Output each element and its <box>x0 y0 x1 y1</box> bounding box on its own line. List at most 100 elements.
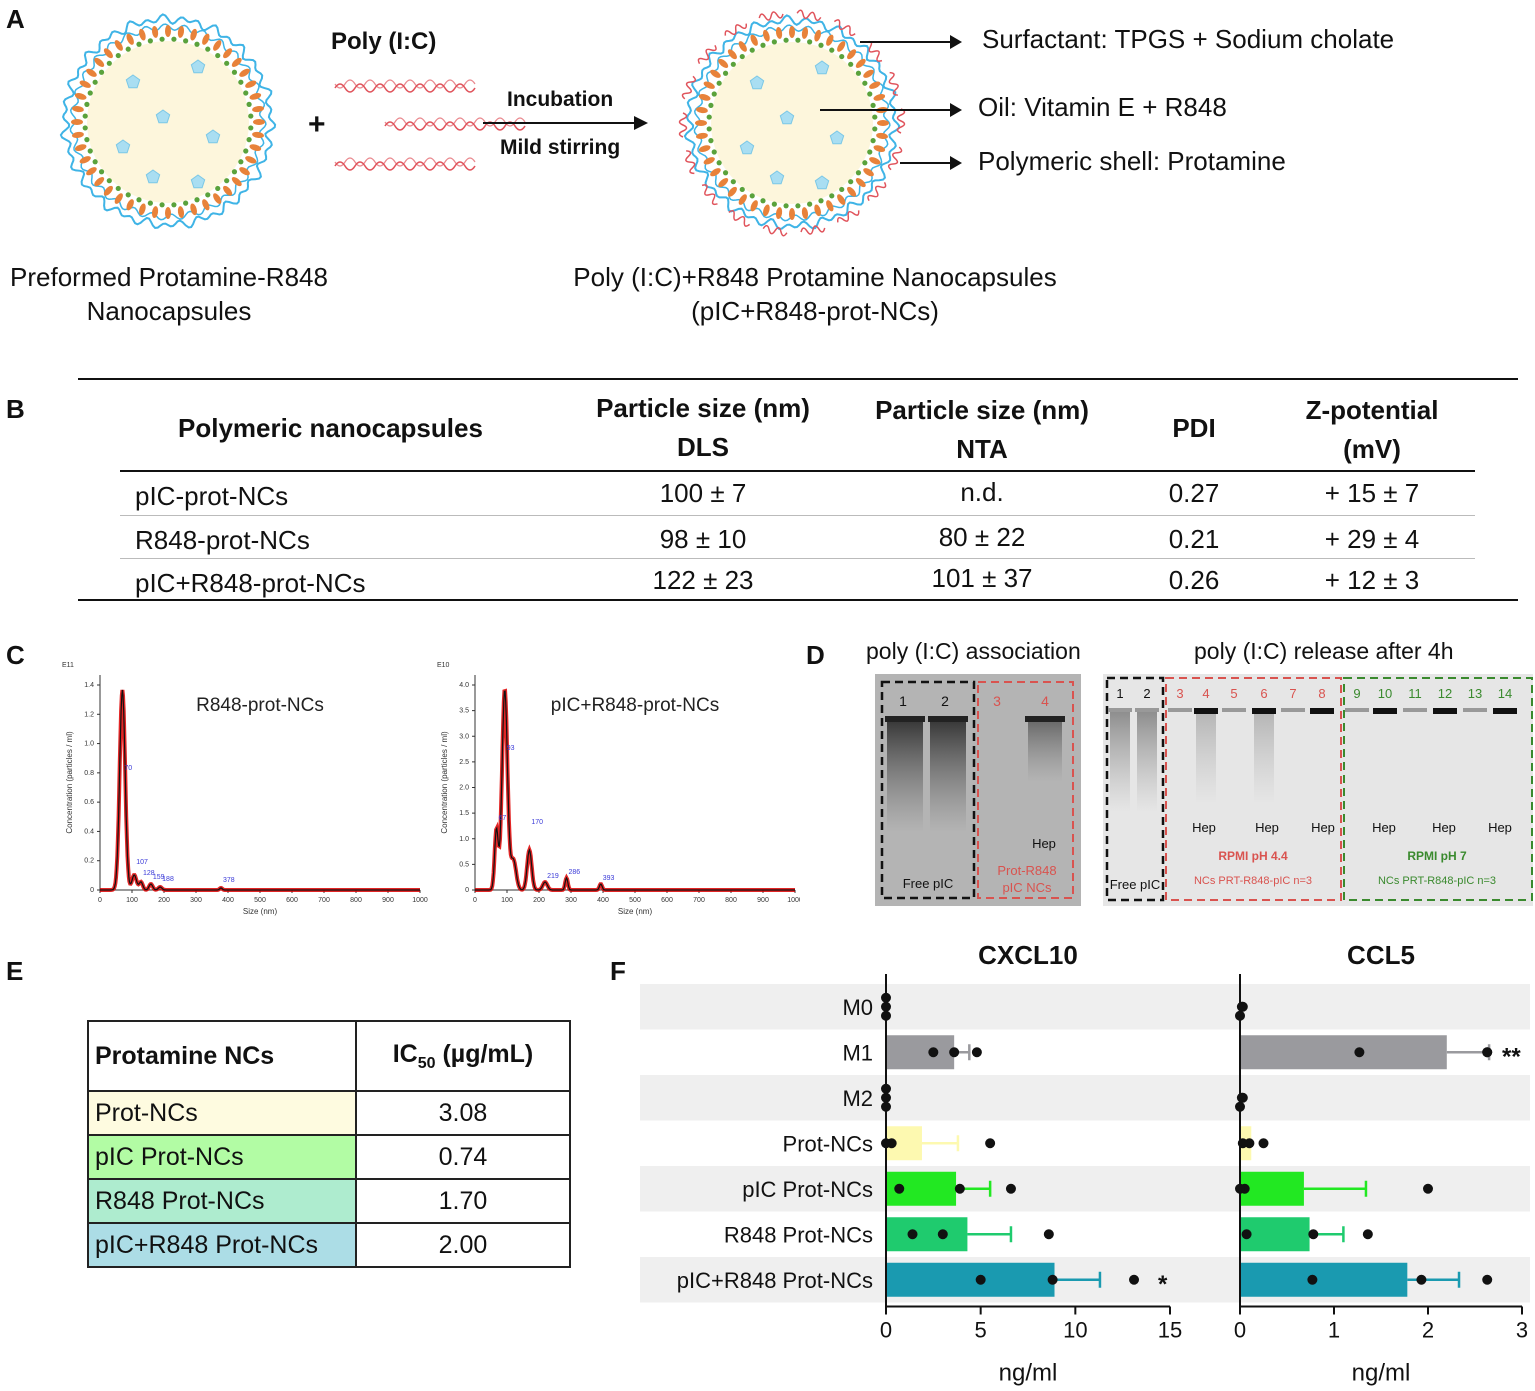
col-header-dls-1: Particle size (nm) <box>596 393 810 423</box>
surfactant-green <box>872 114 878 120</box>
y-tick-label: 1.4 <box>84 682 94 689</box>
surfactant-green <box>231 169 238 175</box>
x-tick-label: 300 <box>565 897 577 904</box>
row-dls: 122 ± 23 <box>652 565 754 595</box>
x-axis-label: ng/ml <box>1352 1360 1411 1387</box>
surfactant-orange <box>869 157 881 165</box>
reaction-arrow-head <box>634 116 648 130</box>
y-tick-label: 0 <box>465 887 469 894</box>
arrow-label-stirring: Mild stirring <box>500 136 621 159</box>
surfactant-orange <box>837 41 846 52</box>
data-point <box>1416 1274 1427 1285</box>
panel-c-nta-plots: E11 0 0.2 0.4 0.6 0.8 1.0 1.2 1.4 0 100 200 300 400 50… <box>62 662 800 916</box>
surfactant-green <box>818 198 824 204</box>
surfactant-orange <box>114 40 123 51</box>
row-pdi: 0.21 <box>1168 524 1220 554</box>
nta-curve <box>100 689 420 891</box>
surfactant-green <box>106 60 112 66</box>
gel-well-band <box>1403 708 1427 712</box>
leader-arrow-oil <box>950 103 962 117</box>
surfactant-green <box>98 69 105 75</box>
surfactant-green <box>171 202 177 208</box>
y-tick-label: 1.0 <box>459 836 469 843</box>
surfactant-green <box>159 202 165 208</box>
gel-label-free: Free pIC <box>1110 877 1161 892</box>
pic-strand <box>384 117 526 127</box>
exponent-label: E10 <box>437 662 450 669</box>
category-label: pIC+R848 Prot-NCs <box>677 1268 873 1293</box>
panel-f-cytokine-charts: M0 M1 M2 Prot-NCs pIC Prot-NCs R848 Prot-NCs p… <box>640 940 1530 1387</box>
plot-title: R848-prot-NCs <box>196 695 324 716</box>
surfactant-orange <box>710 168 721 177</box>
surfactant-green <box>711 149 717 155</box>
x-tick-label: 600 <box>286 897 298 904</box>
row-name: R848-prot-NCs <box>135 525 310 555</box>
x-tick-label: 700 <box>318 897 330 904</box>
x-tick-label: 700 <box>693 897 705 904</box>
gel-label-prot: Prot-R848 <box>997 863 1056 878</box>
x-tick-label: 800 <box>350 897 362 904</box>
surfactant-orange <box>74 93 87 100</box>
surfactant-green <box>224 60 230 66</box>
surfactant-green <box>106 178 112 184</box>
surfactant-orange <box>71 119 83 125</box>
surfactant-orange <box>695 132 708 140</box>
surfactant-green <box>84 101 90 107</box>
bar <box>1240 1171 1304 1206</box>
y-tick-label: 0.4 <box>84 828 94 835</box>
surfactant-orange <box>126 33 134 45</box>
gel-sublabel-acidic: NCs PRT-R848-pIC n=3 <box>1194 875 1312 887</box>
gel-lane-number: 13 <box>1468 686 1482 701</box>
gel-title-association: poly (I:C) association <box>866 638 1081 664</box>
col-header-dls-2: DLS <box>677 432 729 462</box>
x-tick-label: 200 <box>533 897 545 904</box>
row-dls: 100 ± 7 <box>659 478 747 508</box>
surfactant-orange <box>245 80 257 88</box>
pic-strand-surface <box>685 150 696 175</box>
surfactant-orange <box>847 186 857 197</box>
plot-title: pIC+R848-prot-NCs <box>551 695 719 716</box>
nanocapsule-preformed <box>59 13 277 229</box>
col-header-nta-1: Particle size (nm) <box>875 395 1089 425</box>
col-header-nta-2: NTA <box>956 434 1008 464</box>
x-tick-label: 100 <box>126 897 138 904</box>
x-tick-label: 600 <box>661 897 673 904</box>
surfactant-green <box>147 200 153 206</box>
y-axis-label: Concentration (particles / ml) <box>440 731 449 834</box>
surfactant-orange <box>190 203 197 216</box>
surfactant-green <box>125 46 131 52</box>
r848-pentagon <box>205 129 221 144</box>
col-header-zpot-1: Z-potential <box>1305 395 1439 425</box>
gel-well-band <box>885 716 925 722</box>
table-top-rule <box>78 378 1518 380</box>
row-band <box>640 1166 1530 1212</box>
data-point <box>985 1138 996 1149</box>
surfactant-orange <box>231 177 242 187</box>
data-point <box>1241 1229 1252 1240</box>
surfactant-green <box>92 79 98 85</box>
surfactant-green <box>730 179 736 185</box>
data-point <box>1308 1229 1319 1240</box>
gel-lane-number: 2 <box>1143 686 1150 701</box>
surfactant-orange <box>695 120 707 126</box>
surfactant-green <box>739 186 745 193</box>
surfactant-orange <box>126 199 134 211</box>
gel-well-band <box>1108 708 1132 712</box>
r848-pentagon <box>190 174 206 189</box>
y-tick-label: 1.5 <box>459 810 469 817</box>
surfactant-orange <box>876 132 889 140</box>
r848-pentagon <box>145 169 161 184</box>
gel-label-hep: Hep <box>1432 820 1456 835</box>
pic-strand-surface <box>833 19 856 37</box>
surfactant-orange <box>750 200 758 212</box>
surfactant-green <box>807 201 813 207</box>
peak-label: 67 <box>498 815 506 822</box>
x-axis-label: Size (nm) <box>618 907 653 916</box>
surfactant-green <box>771 201 777 207</box>
row-pdi: 0.26 <box>1168 565 1220 595</box>
r848-pentagon <box>814 175 830 190</box>
surfactant-green <box>194 197 200 203</box>
y-tick-label: 4.0 <box>459 682 469 689</box>
surfactant-orange <box>94 57 105 67</box>
surfactant-orange <box>710 69 721 78</box>
